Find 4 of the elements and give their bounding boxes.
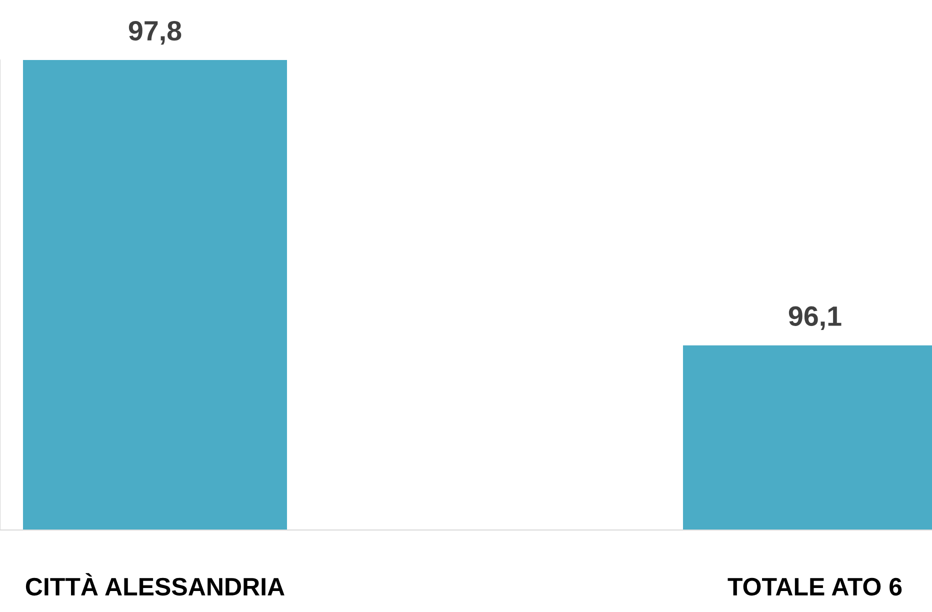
x-tick-label: CITTÀ ALESSANDRIA (26, 573, 284, 596)
data-label: 96,1 (788, 306, 842, 330)
data-label: 97,8 (128, 20, 182, 45)
x-tick-label: TOTALE ATO 6 (728, 578, 902, 596)
